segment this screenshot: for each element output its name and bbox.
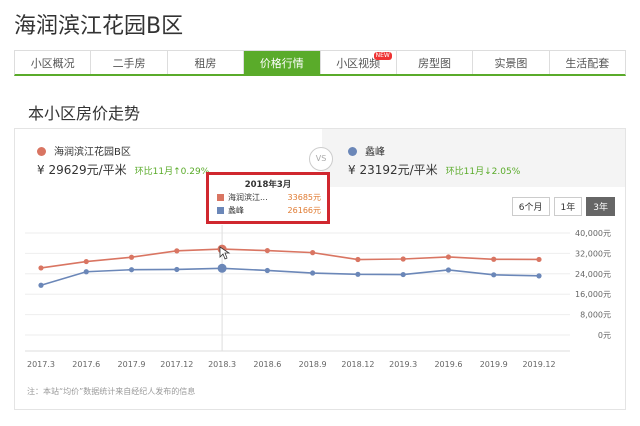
data-point [536,256,542,263]
tab-label: 实景图 [494,56,528,70]
x-tick-label: 2018.9 [299,360,327,369]
data-point [400,256,406,262]
y-tick-label: 24,000元 [575,270,611,279]
data-point [128,267,135,273]
data-point [310,270,316,276]
left-price: ¥ 29629元/平米 [37,163,127,177]
y-tick-label: 16,000元 [575,290,611,299]
price-trend-panel: 海润滨江花园B区 ¥ 29629元/平米 环比11月↑0.29% 蠡峰 ¥ 231… [14,128,626,410]
tooltip-value: 26166元 [287,206,321,215]
x-tick-label: 2019.9 [480,360,508,369]
data-point [174,266,180,273]
page-title: 海润滨江花园B区 [14,14,184,39]
tab-label: 小区概况 [30,56,75,70]
tab-2[interactable]: 租房 [168,51,245,74]
data-point [83,258,89,265]
tab-label: 二手房 [112,56,146,70]
tab-label: 价格行情 [259,56,304,70]
range-buttons: 6个月 1年 3年 [511,197,615,216]
data-point [310,250,316,256]
tab-5[interactable]: 房型图 [397,51,474,74]
x-tick-label: 2018.6 [253,360,281,369]
data-point [491,256,497,262]
x-tick-label: 2017.9 [118,360,146,369]
vs-badge: VS [309,147,333,171]
right-community-name: 蠡峰 [365,147,385,158]
tab-label: 生活配套 [565,56,610,70]
range-button-1[interactable]: 1年 [553,197,583,216]
data-point [445,254,452,260]
tab-label: 租房 [194,56,217,70]
data-point [38,282,44,288]
section-title: 本小区房价走势 [28,104,141,123]
y-tick-label: 32,000元 [575,249,611,258]
x-tick-label: 2018.3 [208,360,236,369]
tab-3[interactable]: 价格行情 [244,51,321,74]
tab-6[interactable]: 实景图 [473,51,550,74]
data-point [445,267,452,273]
nav-tabs: 小区概况 二手房 租房 价格行情 小区视频 NEW 房型图 实景图 生活配套 [14,50,626,76]
tooltip-row: 蠡峰 26166元 [217,205,321,216]
data-point [38,265,44,271]
tooltip-row: 海润滨江... 33685元 [217,192,321,203]
data-point [264,247,270,254]
data-point [400,271,406,278]
y-tick-label: 40,000元 [575,229,611,238]
tab-label: 小区视频 [336,56,381,70]
cursor-icon [219,246,231,260]
tab-1[interactable]: 二手房 [91,51,168,74]
y-tick-label: 0元 [598,331,611,340]
left-community-name: 海润滨江花园B区 [54,147,131,158]
series-line-0 [40,248,540,269]
x-tick-label: 2019.6 [434,360,462,369]
series-line-1 [40,267,540,287]
range-button-0[interactable]: 6个月 [511,197,550,216]
compare-right: 蠡峰 ¥ 23192元/平米 环比11月↓2.05% [322,129,625,187]
data-point [264,267,270,274]
left-change: 环比11月↑0.29% [134,167,210,177]
tab-label: 房型图 [418,56,452,70]
data-point [83,269,89,275]
tooltip-value: 33685元 [287,193,321,202]
tooltip-name: 蠡峰 [228,206,244,215]
x-tick-label: 2017.3 [27,360,55,369]
chart-tooltip: 2018年3月 海润滨江... 33685元 蠡峰 26166元 [206,172,330,224]
x-tick-label: 2019.3 [389,360,417,369]
new-badge: NEW [373,52,392,60]
right-series-dot [348,147,357,156]
data-point [491,272,497,278]
right-change: 环比11月↓2.05% [445,167,521,177]
data-point [355,271,361,277]
y-tick-label: 8,000元 [580,311,611,320]
x-tick-label: 2019.12 [522,360,555,369]
data-point [536,273,542,279]
tooltip-swatch-right [217,207,224,214]
tooltip-name: 海润滨江... [228,193,268,202]
tab-0[interactable]: 小区概况 [15,51,92,74]
data-point [174,248,180,254]
data-point [128,254,135,260]
tooltip-swatch-left [217,194,224,201]
price-trend-chart: 40,000元 32,000元 24,000元 16,000元 8,000元 0元 2017… [25,225,611,369]
x-tick-label: 2017.12 [160,360,193,369]
tab-4[interactable]: 小区视频 NEW [321,51,397,74]
left-series-dot [37,147,46,156]
x-tick-label: 2018.12 [341,360,374,369]
tooltip-title: 2018年3月 [244,180,292,190]
data-source-note: 注：本站“均价”数据统计来自经纪人发布的信息 [27,387,196,396]
x-tick-label: 2017.6 [72,360,100,369]
data-point [217,263,227,273]
data-point [355,256,361,263]
range-button-2[interactable]: 3年 [586,197,615,216]
right-price: ¥ 23192元/平米 [348,163,438,177]
tab-7[interactable]: 生活配套 [550,51,625,74]
